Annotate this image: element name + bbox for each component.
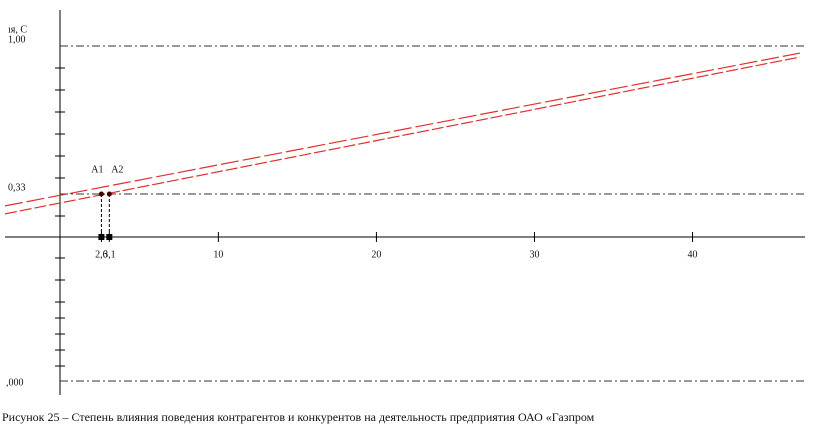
x-tick-label: 30 bbox=[529, 249, 539, 260]
point-label: A2 bbox=[111, 164, 123, 175]
y-axis-label: ıя, С bbox=[8, 24, 27, 35]
point bbox=[106, 191, 112, 197]
x-tick-label: 40 bbox=[688, 249, 698, 260]
axis-marker bbox=[98, 234, 105, 240]
point bbox=[98, 191, 104, 197]
series-line bbox=[4, 56, 801, 215]
axis-marker bbox=[106, 234, 113, 240]
x-tick-label: 3,1 bbox=[103, 249, 116, 260]
point-label: A1 bbox=[91, 164, 103, 175]
series-line bbox=[4, 52, 801, 207]
x-tick-label: 10 bbox=[213, 249, 223, 260]
caption: Рисунок 25 – Степень влияния поведения к… bbox=[2, 410, 595, 424]
y-tick-label: 0,33 bbox=[8, 182, 26, 193]
y-minor-ticks bbox=[55, 67, 65, 367]
x-tick-label: 2,6 bbox=[95, 249, 108, 260]
annotation: ,000 bbox=[6, 377, 24, 388]
x-tick-label: 20 bbox=[371, 249, 381, 260]
y-tick-label: 1,00 bbox=[8, 34, 26, 45]
